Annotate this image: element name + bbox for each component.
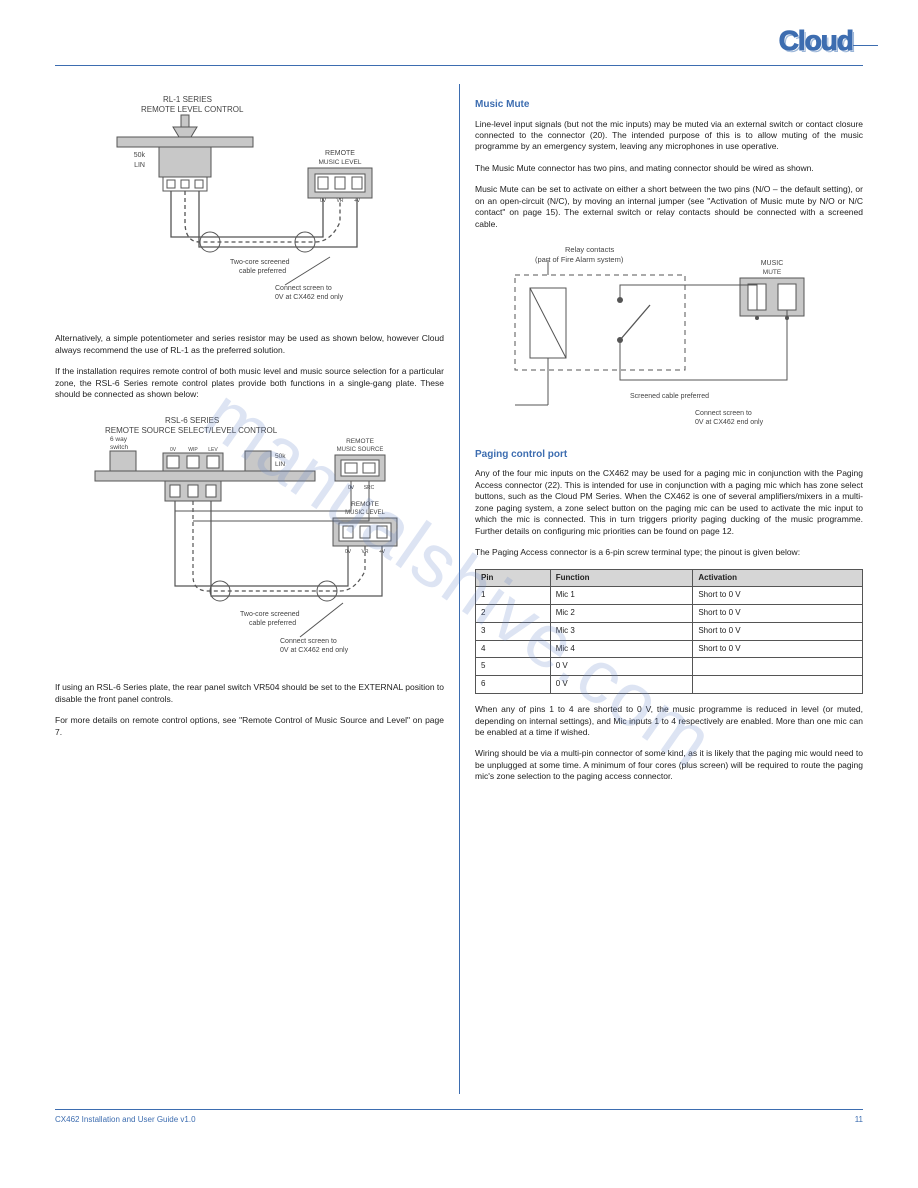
table-cell: Short to 0 V [693,605,863,623]
top-rule-right [853,45,878,46]
right-column: Music Mute Line-level input signals (but… [459,84,863,1094]
fig2-cable-note2: cable preferred [249,620,296,627]
th-pin: Pin [476,569,551,587]
fig3-relay-top: Relay contacts [565,245,614,254]
table-row: 2Mic 2Short to 0 V [476,605,863,623]
table-cell: Short to 0 V [693,640,863,658]
fig2-title2: REMOTE SOURCE SELECT/LEVEL CONTROL [105,426,278,435]
right-para-3: Music Mute can be set to activate on eit… [475,184,863,230]
table-cell: 0 V [550,658,693,676]
table-row: 60 V [476,676,863,694]
fig2-cable-note: Two-core screened [240,611,300,618]
th-activation: Activation [693,569,863,587]
fig1-screen-note2: 0V at CX462 end only [275,294,344,301]
fig2-sw-top: 6 way [110,436,128,443]
table-cell: 1 [476,587,551,605]
table-cell: 4 [476,640,551,658]
fig2-screen-note1: Connect screen to [280,638,337,645]
right-para-6: When any of pins 1 to 4 are shorted to 0… [475,704,863,738]
footer-left: CX462 Installation and User Guide v1.0 [55,1115,196,1126]
content-columns: RL-1 SERIES REMOTE LEVEL CONTROL 50k LIN [55,84,863,1094]
left-para-2: If the installation requires remote cont… [55,366,444,400]
table-cell [693,676,863,694]
paging-pinout-table: Pin Function Activation 1Mic 1Short to 0… [475,569,863,695]
table-cell: Mic 1 [550,587,693,605]
table-cell: Short to 0 V [693,622,863,640]
table-cell: 6 [476,676,551,694]
brand-logo: Cloud [779,22,853,60]
fig2-conn1-sub: MUSIC SOURCE [337,447,384,453]
right-para-1: Line-level input signals (but not the mi… [475,119,863,153]
fig2-pcbpin-0: 0V [170,447,177,453]
fig2-pcbpin-1: WIP [188,447,198,453]
top-rule [55,65,863,66]
fig3-screen-note2: 0V at CX462 end only [695,419,764,426]
table-cell: 5 [476,658,551,676]
right-para-4: Any of the four mic inputs on the CX462 … [475,468,863,537]
heading-music-mute: Music Mute [475,98,863,112]
fig1-el2: LIN [134,162,145,169]
fig2-screen-note2: 0V at CX462 end only [280,647,349,654]
table-cell: 0 V [550,676,693,694]
fig3-conn-title: MUSIC [761,260,784,267]
fig1-screen-note1: Connect screen to [275,285,332,292]
fig3-cable-note: Screened cable preferred [630,393,709,400]
fig1-cable-note1: Two-core screened [230,259,290,266]
table-cell: 3 [476,622,551,640]
table-cell: Mic 2 [550,605,693,623]
left-column: RL-1 SERIES REMOTE LEVEL CONTROL 50k LIN [55,84,459,1094]
table-cell [693,658,863,676]
table-cell: Short to 0 V [693,587,863,605]
fig1-title1: RL-1 SERIES [163,95,212,104]
fig2-conn1-title: REMOTE [346,438,374,445]
page-footer: CX462 Installation and User Guide v1.0 1… [55,1110,863,1126]
fig2-sw-bot: switch [110,444,128,451]
table-row: 50 V [476,658,863,676]
fig2-pcbpin-2: LEV [208,447,218,453]
fig3-screen-note1: Connect screen to [695,410,752,417]
table-row: 3Mic 3Short to 0 V [476,622,863,640]
table-row: 1Mic 1Short to 0 V [476,587,863,605]
left-para-4: For more details on remote control optio… [55,715,444,738]
left-para-3: If using an RSL-6 Series plate, the rear… [55,682,444,705]
right-para-5: The Paging Access connector is a 6-pin s… [475,547,863,558]
left-para-1: Alternatively, a simple potentiometer an… [55,333,444,356]
fig2-pot-top: 50k [275,453,286,460]
fig1-el1: 50k [134,152,146,159]
table-cell: Mic 4 [550,640,693,658]
right-para-2: The Music Mute connector has two pins, a… [475,163,863,174]
heading-paging-port: Paging control port [475,448,863,462]
fig1-cable-note2: cable preferred [239,268,286,275]
fig2-conn2-title: REMOTE [351,501,379,508]
right-para-7: Wiring should be via a multi-pin connect… [475,748,863,782]
figure-rl1-wiring: RL-1 SERIES REMOTE LEVEL CONTROL 50k LIN [55,92,444,325]
fig3-conn-sub: MUTE [763,269,782,276]
fig1-title2: REMOTE LEVEL CONTROL [141,105,244,114]
fig2-title1: RSL-6 SERIES [165,416,219,425]
footer-right: 11 [855,1115,863,1126]
fig2-pot-bot: LIN [275,461,285,468]
fig1-conn-sub: MUSIC LEVEL [319,159,362,166]
figure-rsl6-wiring: RSL-6 SERIES REMOTE SOURCE SELECT/LEVEL … [55,411,444,674]
fig1-conn-title: REMOTE [325,150,355,157]
table-row: 4Mic 4Short to 0 V [476,640,863,658]
table-cell: 2 [476,605,551,623]
th-function: Function [550,569,693,587]
table-cell: Mic 3 [550,622,693,640]
figure-music-mute: Relay contacts (part of Fire Alarm syste… [475,240,863,433]
